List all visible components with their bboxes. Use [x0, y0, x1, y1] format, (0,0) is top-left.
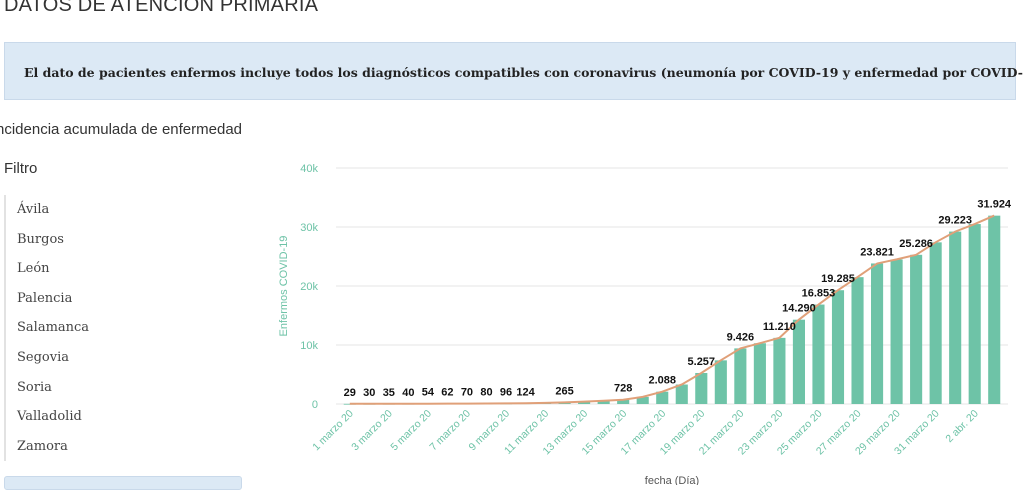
data-label: 265: [555, 385, 573, 397]
y-tick-label: 0: [312, 399, 318, 411]
chart-bar[interactable]: [617, 399, 630, 404]
filter-title: Filtro: [4, 160, 38, 177]
data-label: 35: [383, 387, 395, 399]
x-tick-label: 2 abr. 20: [943, 408, 980, 445]
section-title: ncidencia acumulada de enfermedad: [0, 121, 242, 138]
y-tick-label: 40k: [300, 163, 318, 175]
data-label: 19.285: [821, 273, 855, 285]
x-tick-label: 7 marzo 20: [427, 408, 473, 454]
chart-bar[interactable]: [675, 384, 688, 404]
chart-bar[interactable]: [988, 215, 1001, 404]
data-label: 70: [461, 387, 473, 399]
chart-bar[interactable]: [773, 337, 786, 404]
x-tick-label: 3 marzo 20: [349, 408, 395, 454]
notice-text: El dato de pacientes enfermos incluye to…: [24, 65, 1024, 80]
chart-bar[interactable]: [343, 403, 356, 405]
filter-list: Ávila Burgos León Palencia Salamanca Segovia S…: [4, 195, 89, 462]
y-tick-label: 30k: [300, 222, 318, 234]
x-tick-label: 1 marzo 20: [310, 408, 356, 454]
chart-bar[interactable]: [695, 372, 708, 404]
data-label: 96: [500, 386, 512, 398]
chart-bar[interactable]: [871, 263, 884, 404]
data-label: 29.223: [938, 215, 972, 227]
chart-bar[interactable]: [656, 391, 669, 404]
data-label: 30: [363, 387, 375, 399]
filter-item-zamora[interactable]: Zamora: [4, 431, 89, 462]
chart-bar[interactable]: [812, 304, 825, 404]
data-label: 31.924: [977, 199, 1012, 211]
chart-bar[interactable]: [578, 401, 591, 404]
data-label: 124: [516, 386, 535, 398]
chart-bar[interactable]: [753, 343, 766, 404]
data-label: 9.426: [727, 331, 755, 343]
chart-bar[interactable]: [714, 360, 727, 404]
filter-item-valladolid[interactable]: Valladolid: [4, 402, 89, 432]
chart-bar[interactable]: [929, 242, 942, 404]
chart-bar[interactable]: [597, 400, 610, 404]
y-tick-label: 20k: [300, 281, 318, 293]
data-label: 23.821: [860, 246, 894, 258]
chart-bar[interactable]: [968, 224, 981, 404]
data-label: 728: [614, 383, 632, 395]
chart-bar[interactable]: [734, 348, 747, 404]
y-axis-label: Enfermos COVID-19: [278, 236, 290, 337]
data-label: 5.257: [688, 356, 716, 368]
data-label: 16.853: [802, 288, 836, 300]
page-title: DATOS DE ATENCIÓN PRIMARIA: [4, 0, 319, 16]
filter-item-ávila[interactable]: Ávila: [4, 195, 89, 225]
data-label: 25.286: [899, 238, 933, 250]
data-label: 2.088: [648, 375, 676, 387]
filter-item-salamanca[interactable]: Salamanca: [4, 313, 89, 343]
chart-bar[interactable]: [910, 254, 923, 404]
data-label: 62: [441, 387, 453, 399]
chart-bar[interactable]: [792, 319, 805, 404]
filter-item-soria[interactable]: Soria: [4, 372, 89, 403]
data-label: 54: [422, 387, 435, 399]
chart-bar[interactable]: [890, 259, 903, 404]
data-label: 14.290: [782, 303, 816, 315]
x-axis-label: fecha (Día): [645, 475, 699, 485]
chart-bar[interactable]: [851, 277, 864, 404]
data-label: 11.210: [763, 321, 796, 333]
data-label: 29: [344, 387, 356, 399]
x-tick-label: 5 marzo 20: [388, 408, 434, 454]
info-notice: El dato de pacientes enfermos incluye to…: [4, 42, 1024, 100]
filter-item-león[interactable]: León: [4, 254, 89, 284]
trend-line: [349, 214, 995, 405]
chart-bar[interactable]: [949, 231, 962, 404]
y-tick-label: 10k: [300, 340, 318, 352]
data-label: 80: [480, 387, 492, 399]
filter-item-palencia[interactable]: Palencia: [4, 283, 89, 314]
filter-item-burgos[interactable]: Burgos: [4, 224, 89, 255]
filter-item-segovia[interactable]: Segovia: [4, 342, 89, 373]
chart-bar[interactable]: [636, 396, 649, 404]
chart-bar[interactable]: [831, 290, 845, 404]
data-label: 40: [402, 387, 414, 399]
